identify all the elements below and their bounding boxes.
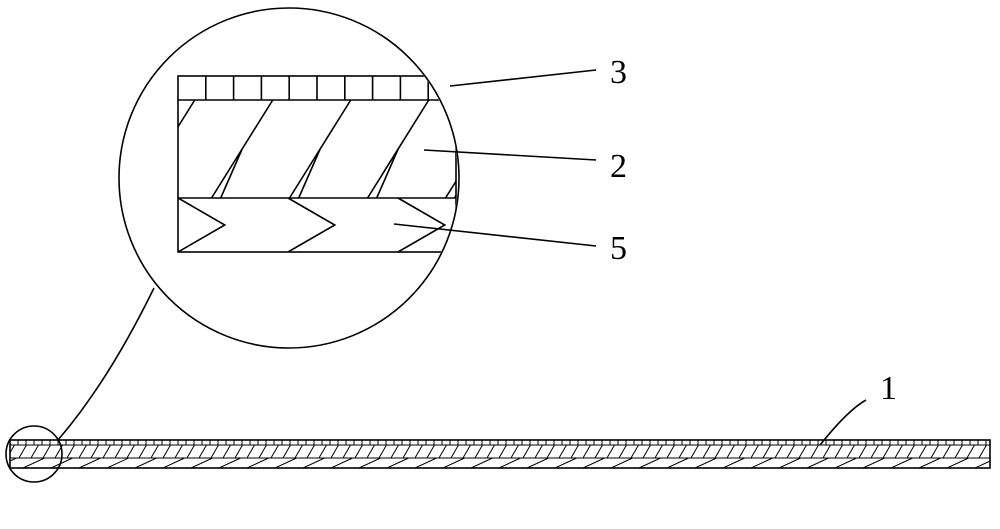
diagram-stage: 3 2 5 1 (0, 0, 1000, 529)
callout-label-2: 2 (610, 150, 627, 184)
diagram-svg (0, 0, 1000, 529)
callout-label-5: 5 (610, 232, 627, 266)
callout-label-3: 3 (610, 56, 627, 90)
callout-label-1: 1 (880, 372, 897, 406)
